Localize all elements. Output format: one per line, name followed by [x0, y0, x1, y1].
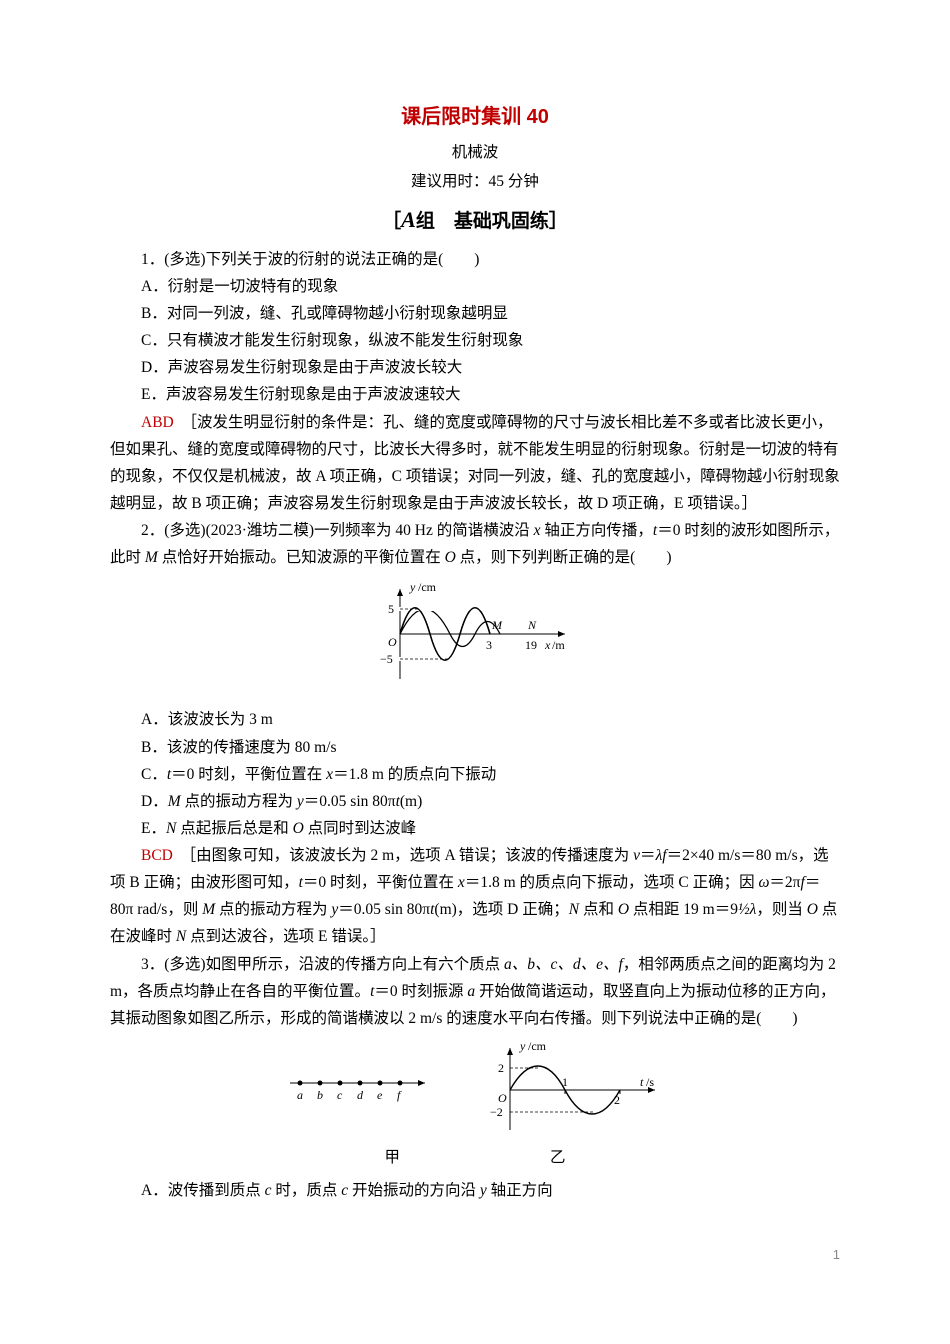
q1-answer-key: ABD [141, 414, 174, 431]
q2a-n: 点到达波谷，选项 E 错误。］ [186, 928, 385, 945]
q3-diagram-row: a b c d e f y /cm 2 −2 O 1 2 t /s [110, 1040, 840, 1140]
svg-text:/cm: /cm [528, 1040, 547, 1053]
page-title: 课后限时集训 40 [110, 100, 840, 135]
q2-wave-diagram: y /cm 5 −5 O M 3 N 19 x /m [110, 579, 840, 698]
svg-text:2: 2 [498, 1061, 504, 1075]
svg-text:e: e [377, 1088, 383, 1102]
svg-text:5: 5 [388, 602, 394, 616]
svg-text:2: 2 [614, 1093, 620, 1107]
q2-stem-e: 点，则下列判断正确的是( ) [456, 549, 672, 566]
svg-text:−2: −2 [490, 1105, 503, 1119]
svg-text:t: t [640, 1075, 644, 1089]
q2-stem: 2．(多选)(2023·潍坊二模)一列频率为 40 Hz 的简谐横波沿 x 轴正… [110, 517, 840, 571]
q3a-a: A．波传播到质点 [141, 1182, 265, 1199]
q1-stem: 1．(多选)下列关于波的衍射的说法正确的是( ) [110, 246, 840, 273]
q2a-g: 点的振动方程为 [215, 901, 331, 918]
q3-option-a: A．波传播到质点 c 时，质点 c 开始振动的方向沿 y 轴正方向 [110, 1177, 840, 1204]
q3-right-chart: y /cm 2 −2 O 1 2 t /s [480, 1040, 670, 1140]
time-suggest: 建议用时：45 分钟 [110, 168, 840, 195]
q1-answer-text: ［波发生明显衍射的条件是：孔、缝的宽度或障碍物的尺寸与波长相比差不多或者比波长更… [110, 414, 840, 512]
svg-text:O: O [498, 1091, 507, 1105]
svg-text:d: d [357, 1088, 364, 1102]
q2-stem-a: 2．(多选)(2023·潍坊二模)一列频率为 40 Hz 的简谐横波沿 [141, 522, 534, 539]
svg-text:/cm: /cm [418, 580, 437, 594]
svg-text:3: 3 [486, 638, 492, 652]
q1-option-d: D．声波容易发生衍射现象是由于声波波长较大 [110, 354, 840, 381]
q2a-d: ＝1.8 m 的质点向下振动，选项 C 正确；因 [465, 874, 759, 891]
q3a-c: 开始振动的方向沿 [348, 1182, 480, 1199]
svg-text:y: y [519, 1040, 526, 1053]
svg-text:a: a [297, 1088, 303, 1102]
svg-text:x: x [544, 638, 551, 652]
q2-stem-b: 轴正方向传播， [541, 522, 653, 539]
svg-text:y: y [409, 580, 416, 594]
q3-caption-row: 甲 乙 [110, 1144, 840, 1171]
q2c-b: ＝0 时刻，平衡位置在 [171, 766, 326, 783]
svg-text:M: M [491, 618, 503, 632]
q2a-k: 点相距 19 m＝9 [629, 901, 738, 918]
q3s-c: ＝0 时刻振源 [374, 983, 467, 1000]
section-label: 基础巩固练 [454, 211, 549, 232]
q1-option-b: B．对同一列波，缝、孔或障碍物越小衍射现象越明显 [110, 300, 840, 327]
q2-stem-d: 点恰好开始振动。已知波源的平衡位置在 [158, 549, 445, 566]
subtitle: 机械波 [110, 139, 840, 166]
q3-stem: 3．(多选)如图甲所示，沿波的传播方向上有六个质点 a、b、c、d、e、f，相邻… [110, 951, 840, 1032]
q3-left-diagram: a b c d e f [280, 1065, 440, 1115]
q2e-c: 点同时到达波峰 [304, 820, 416, 837]
q3-points: a、b、c、d、e、f [504, 956, 623, 973]
bracket-left: ［ [382, 211, 401, 232]
q2c-c: ＝1.8 m 的质点向下振动 [333, 766, 496, 783]
q2-answer-key: BCD [141, 847, 173, 864]
q2d-a: D． [141, 793, 168, 810]
svg-text:/s: /s [646, 1075, 654, 1089]
q2c-a: C． [141, 766, 167, 783]
q1-option-c: C．只有横波才能发生衍射现象，纵波不能发生衍射现象 [110, 327, 840, 354]
q2d-d: (m) [400, 793, 422, 810]
q3a-d: 轴正方向 [487, 1182, 553, 1199]
q2a-h: ＝0.05 sin 80π [338, 901, 430, 918]
section-header: ［A组 基础巩固练］ [110, 201, 840, 240]
svg-text:/m: /m [552, 638, 565, 652]
q2-option-b: B．该波的传播速度为 80 m/s [110, 734, 840, 761]
page-number: 1 [110, 1244, 840, 1267]
svg-text:f: f [397, 1088, 402, 1102]
svg-text:1: 1 [562, 1075, 568, 1089]
q2a-a: ［由图象可知，该波波长为 2 m，选项 A 错误；该波的传播速度为 [173, 847, 633, 864]
q2d-c: ＝0.05 sin 80π [304, 793, 396, 810]
q3s-a: 3．(多选)如图甲所示，沿波的传播方向上有六个质点 [141, 956, 504, 973]
q2-option-e: E．N 点起振后总是和 O 点同时到达波峰 [110, 815, 840, 842]
q2a-j: 点和 [579, 901, 618, 918]
q3-caption-left: 甲 [384, 1144, 400, 1171]
q2-option-a: A．该波波长为 3 m [110, 706, 840, 733]
svg-text:N: N [527, 618, 537, 632]
section-letter: A [401, 207, 416, 232]
q2a-e: ＝2π [769, 874, 800, 891]
q2-option-d: D．M 点的振动方程为 y＝0.05 sin 80πt(m) [110, 788, 840, 815]
q2a-l: ，则当 [756, 901, 806, 918]
q2-answer: BCD ［由图象可知，该波波长为 2 m，选项 A 错误；该波的传播速度为 v＝… [110, 842, 840, 951]
svg-text:c: c [337, 1088, 343, 1102]
q3a-b: 时，质点 [271, 1182, 341, 1199]
q2e-a: E． [141, 820, 166, 837]
q1-option-a: A．衍射是一切波特有的现象 [110, 273, 840, 300]
q2a-c: ＝0 时刻，平衡位置在 [303, 874, 458, 891]
q2e-b: 点起振后总是和 [176, 820, 292, 837]
q1-answer: ABD ［波发生明显衍射的条件是：孔、缝的宽度或障碍物的尺寸与波长相比差不多或者… [110, 409, 840, 518]
q2a-i: (m)，选项 D 正确； [434, 901, 568, 918]
svg-text:b: b [317, 1088, 323, 1102]
bracket-right: ］ [549, 211, 568, 232]
svg-text:−5: −5 [380, 652, 393, 666]
svg-text:O: O [388, 635, 397, 649]
q2d-b: 点的振动方程为 [181, 793, 297, 810]
svg-text:19: 19 [525, 638, 537, 652]
q2-option-c: C．t＝0 时刻，平衡位置在 x＝1.8 m 的质点向下振动 [110, 761, 840, 788]
q1-option-e: E．声波容易发生衍射现象是由于声波波速较大 [110, 381, 840, 408]
q3-caption-right: 乙 [550, 1144, 566, 1171]
section-group: 组 [416, 211, 435, 232]
